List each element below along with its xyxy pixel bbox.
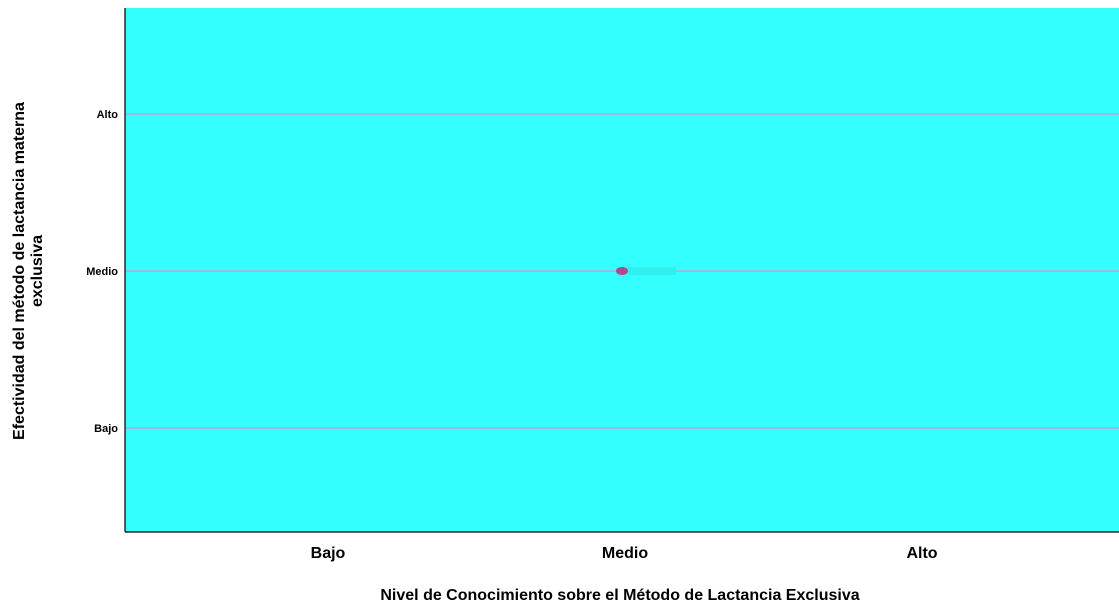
- y-tick-label-alto: Alto: [97, 109, 119, 121]
- data-point-shadow: [628, 267, 676, 275]
- y-tick-labels: Bajo Medio Alto: [86, 109, 118, 435]
- data-point-1: [616, 267, 628, 275]
- x-axis-label: Nivel de Conocimiento sobre el Método de…: [380, 587, 859, 604]
- y-tick-label-medio: Medio: [86, 266, 118, 278]
- y-axis-label-group: Efectividad del método de lactancia mate…: [11, 102, 46, 440]
- y-axis-label-line-2: exclusiva: [29, 235, 46, 307]
- x-tick-label-alto: Alto: [906, 545, 937, 562]
- y-axis-label-line-1: Efectividad del método de lactancia mate…: [11, 102, 28, 440]
- x-tick-label-medio: Medio: [602, 545, 648, 562]
- y-tick-label-bajo: Bajo: [94, 423, 118, 435]
- x-tick-labels: Bajo Medio Alto: [311, 545, 938, 562]
- x-tick-label-bajo: Bajo: [311, 545, 346, 562]
- data-points: [616, 267, 676, 275]
